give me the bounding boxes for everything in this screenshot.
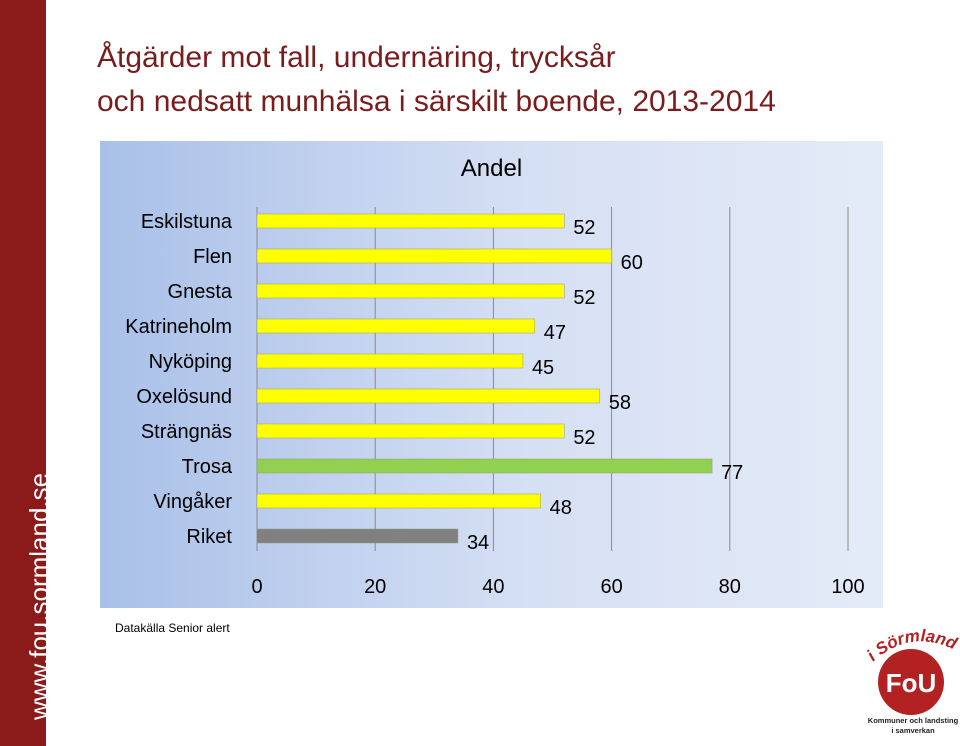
- category-label: Eskilstuna: [141, 211, 233, 233]
- bar: [256, 318, 536, 334]
- category-label: Flen: [193, 246, 232, 268]
- bar: [256, 493, 541, 509]
- category-label: Nyköping: [149, 351, 232, 373]
- fou-sormland-logo: i Sörmland FoU Kommuner och landsting i …: [863, 626, 960, 735]
- data-label: 48: [550, 497, 572, 519]
- category-label: Oxelösund: [136, 386, 232, 408]
- bar: [256, 528, 459, 544]
- page-title-line2: och nedsatt munhälsa i särskilt boende, …: [97, 85, 776, 118]
- bar: [256, 213, 565, 229]
- bar: [256, 458, 713, 474]
- logo-bottom-line2: i samverkan: [891, 726, 935, 735]
- data-label: 34: [467, 532, 489, 554]
- chart-panel: Andel Eskilstuna 52 Flen 60 Gnesta 52 Katrineh…: [100, 141, 883, 608]
- category-label: Katrineholm: [125, 316, 232, 338]
- data-label: 52: [573, 217, 595, 239]
- page-title-line1: Åtgärder mot fall, undernäring, trycksår: [97, 41, 616, 74]
- x-tick-label: 40: [482, 576, 504, 598]
- data-label: 58: [609, 392, 631, 414]
- logo-middle-text: FoU: [886, 668, 937, 698]
- data-label: 52: [573, 427, 595, 449]
- x-tick-label: 0: [251, 576, 262, 598]
- x-tick-label: 80: [719, 576, 741, 598]
- bar: [256, 388, 601, 404]
- bar: [256, 423, 565, 439]
- website-url-text: www.fou.sormland.se: [24, 472, 54, 720]
- bar-chart: Eskilstuna 52 Flen 60 Gnesta 52 Katrineholm 47 N…: [125, 207, 865, 598]
- data-label: 45: [532, 357, 554, 379]
- x-tick-label: 20: [364, 576, 386, 598]
- x-tick-label: 60: [600, 576, 622, 598]
- data-label: 77: [721, 462, 743, 484]
- bar: [256, 283, 565, 299]
- data-label: 60: [621, 252, 643, 274]
- bar: [256, 353, 524, 369]
- logo-bottom-line1: Kommuner och landsting: [868, 716, 959, 725]
- category-label: Trosa: [182, 456, 233, 478]
- data-label: 47: [544, 322, 566, 344]
- chart-title: Andel: [460, 155, 523, 182]
- source-note: Datakälla Senior alert: [115, 621, 230, 635]
- x-tick-label: 100: [831, 576, 864, 598]
- category-label: Gnesta: [168, 281, 233, 303]
- category-label: Riket: [186, 526, 232, 548]
- category-label: Strängnäs: [141, 421, 232, 443]
- data-label: 52: [573, 287, 595, 309]
- page-title: Åtgärder mot fall, undernäring, trycksår…: [97, 36, 917, 124]
- category-label: Vingåker: [153, 491, 232, 513]
- bar: [256, 248, 612, 264]
- sidebar-band: www.fou.sormland.se: [0, 0, 54, 746]
